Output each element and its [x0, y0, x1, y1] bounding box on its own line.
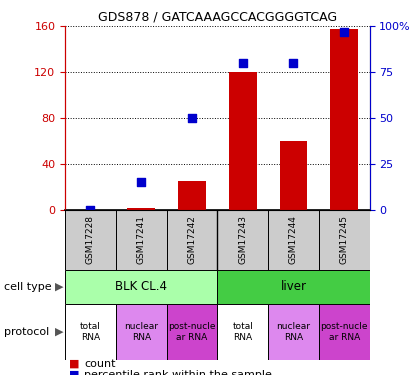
Text: GSM17228: GSM17228 — [86, 216, 95, 264]
Bar — [280, 141, 307, 210]
Bar — [319, 304, 370, 360]
Bar — [268, 304, 319, 360]
Point — [189, 115, 195, 121]
Text: GSM17242: GSM17242 — [187, 216, 197, 264]
Text: post-nucle
ar RNA: post-nucle ar RNA — [320, 322, 368, 342]
Bar — [167, 210, 218, 270]
Text: liver: liver — [281, 280, 307, 293]
Text: count: count — [84, 359, 116, 369]
Text: post-nucle
ar RNA: post-nucle ar RNA — [168, 322, 216, 342]
Bar — [116, 304, 167, 360]
Text: ▶: ▶ — [55, 282, 63, 292]
Bar — [65, 210, 116, 270]
Bar — [116, 210, 167, 270]
Text: protocol: protocol — [4, 327, 50, 337]
Point — [87, 207, 94, 213]
Bar — [218, 304, 268, 360]
Point — [239, 60, 246, 66]
Text: ■: ■ — [69, 370, 80, 375]
Bar — [218, 270, 370, 304]
Text: cell type: cell type — [4, 282, 52, 292]
Point — [290, 60, 297, 66]
Text: ▶: ▶ — [55, 327, 63, 337]
Text: GSM17243: GSM17243 — [238, 216, 247, 264]
Text: total
RNA: total RNA — [80, 322, 101, 342]
Bar — [178, 181, 206, 210]
Point — [341, 29, 348, 35]
Text: total
RNA: total RNA — [232, 322, 253, 342]
Text: GSM17245: GSM17245 — [340, 216, 349, 264]
Bar — [229, 72, 257, 210]
Point — [138, 180, 144, 186]
Bar — [319, 210, 370, 270]
Bar — [218, 210, 268, 270]
Bar — [330, 28, 358, 210]
Text: GSM17241: GSM17241 — [137, 216, 146, 264]
Text: GSM17244: GSM17244 — [289, 216, 298, 264]
Text: BLK CL.4: BLK CL.4 — [115, 280, 167, 293]
Title: GDS878 / GATCAAAGCCACGGGGTCAG: GDS878 / GATCAAAGCCACGGGGTCAG — [98, 11, 337, 24]
Bar — [268, 210, 319, 270]
Text: nuclear
RNA: nuclear RNA — [124, 322, 158, 342]
Text: ■: ■ — [69, 359, 80, 369]
Text: percentile rank within the sample: percentile rank within the sample — [84, 370, 272, 375]
Text: nuclear
RNA: nuclear RNA — [276, 322, 310, 342]
Bar — [65, 270, 218, 304]
Bar — [65, 304, 116, 360]
Bar — [167, 304, 218, 360]
Bar — [127, 208, 155, 210]
